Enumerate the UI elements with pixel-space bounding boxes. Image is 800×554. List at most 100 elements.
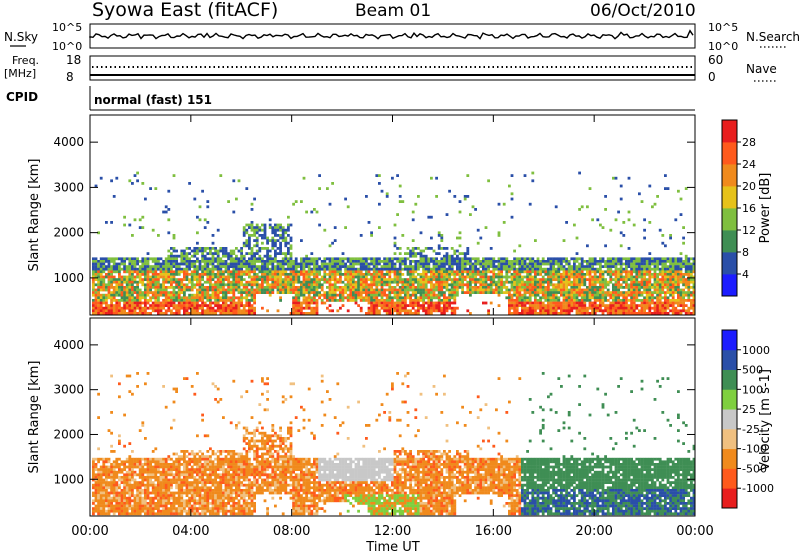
data-cell	[300, 265, 303, 268]
data-cell	[118, 275, 121, 279]
data-cell	[320, 288, 324, 292]
data-cell	[365, 286, 368, 289]
data-cell	[196, 260, 199, 263]
data-cell	[661, 273, 665, 276]
data-cell	[661, 304, 665, 307]
data-cell	[565, 291, 568, 294]
data-cell	[255, 231, 259, 235]
data-cell	[128, 304, 132, 307]
data-cell	[435, 270, 438, 274]
data-cell	[248, 267, 251, 271]
data-cell	[515, 286, 519, 289]
data-cell	[110, 270, 113, 274]
data-cell	[409, 273, 412, 276]
data-cell	[102, 463, 106, 466]
data-cell	[456, 254, 459, 258]
data-cell	[651, 306, 654, 310]
data-cell	[664, 299, 667, 302]
data-cell	[687, 275, 691, 279]
data-cell	[661, 306, 665, 310]
data-cell	[440, 257, 444, 261]
data-cell	[107, 457, 111, 461]
data-cell	[229, 262, 233, 266]
data-cell	[669, 270, 672, 274]
data-cell	[539, 304, 542, 307]
data-cell	[170, 270, 173, 274]
data-cell	[92, 491, 95, 495]
data-cell	[224, 252, 228, 255]
data-cell	[305, 275, 308, 279]
data-cell	[151, 283, 155, 287]
data-cell	[141, 301, 145, 305]
data-cell	[138, 306, 142, 310]
data-cell	[258, 265, 262, 268]
data-cell	[177, 270, 181, 274]
data-cell	[258, 247, 262, 250]
data-cell	[94, 494, 98, 497]
data-cell	[630, 273, 633, 276]
data-cell	[489, 270, 493, 274]
data-cell	[250, 254, 254, 258]
data-cell	[502, 257, 506, 261]
data-cell	[258, 257, 262, 261]
data-cell	[240, 267, 243, 271]
data-cell	[437, 304, 441, 307]
data-cell	[562, 257, 566, 261]
data-cell	[684, 309, 688, 313]
data-cell	[222, 247, 225, 250]
data-cell	[209, 312, 212, 315]
data-cell	[105, 288, 108, 292]
data-cell	[323, 296, 327, 300]
data-cell	[409, 262, 412, 266]
cpid-value: normal (fast) 151	[94, 93, 212, 107]
data-cell	[534, 280, 537, 284]
data-cell	[172, 236, 176, 240]
data-cell	[297, 293, 301, 297]
data-cell	[440, 247, 444, 250]
data-cell	[237, 288, 241, 292]
data-cell	[261, 241, 264, 245]
data-cell	[167, 249, 171, 253]
data-cell	[92, 457, 95, 461]
data-cell	[237, 299, 241, 302]
data-cell	[216, 275, 220, 279]
data-cell	[240, 262, 243, 266]
data-cell	[666, 312, 670, 315]
data-cell	[190, 273, 194, 276]
data-cell	[224, 312, 228, 315]
data-cell	[193, 283, 197, 287]
data-cell	[170, 301, 173, 305]
data-cell	[167, 293, 171, 297]
data-cell	[302, 278, 306, 281]
data-cell	[682, 280, 685, 284]
data-cell	[380, 275, 384, 279]
data-cell	[162, 291, 165, 294]
data-cell	[110, 299, 113, 302]
data-cell	[393, 252, 397, 255]
data-cell	[513, 278, 516, 281]
data-cell	[609, 306, 613, 310]
data-cell	[346, 270, 350, 274]
nsky-label: N.Sky	[4, 30, 38, 44]
data-cell	[687, 278, 691, 281]
data-cell	[502, 267, 506, 271]
data-cell	[242, 286, 246, 289]
data-cell	[549, 301, 553, 305]
data-cell	[640, 312, 644, 315]
data-cell	[463, 254, 467, 258]
data-cell	[664, 301, 667, 305]
data-cell	[443, 283, 446, 287]
data-cell	[294, 273, 298, 276]
data-cell	[658, 270, 662, 274]
data-cell	[313, 283, 316, 287]
data-cell	[170, 293, 173, 297]
data-cell	[162, 306, 165, 310]
data-cell	[625, 312, 628, 315]
data-cell	[112, 499, 116, 503]
data-cell	[596, 280, 600, 284]
data-cell	[359, 288, 363, 292]
data-cell	[539, 267, 542, 271]
data-cell	[414, 304, 418, 307]
data-cell	[541, 262, 545, 266]
data-cell	[180, 267, 184, 271]
